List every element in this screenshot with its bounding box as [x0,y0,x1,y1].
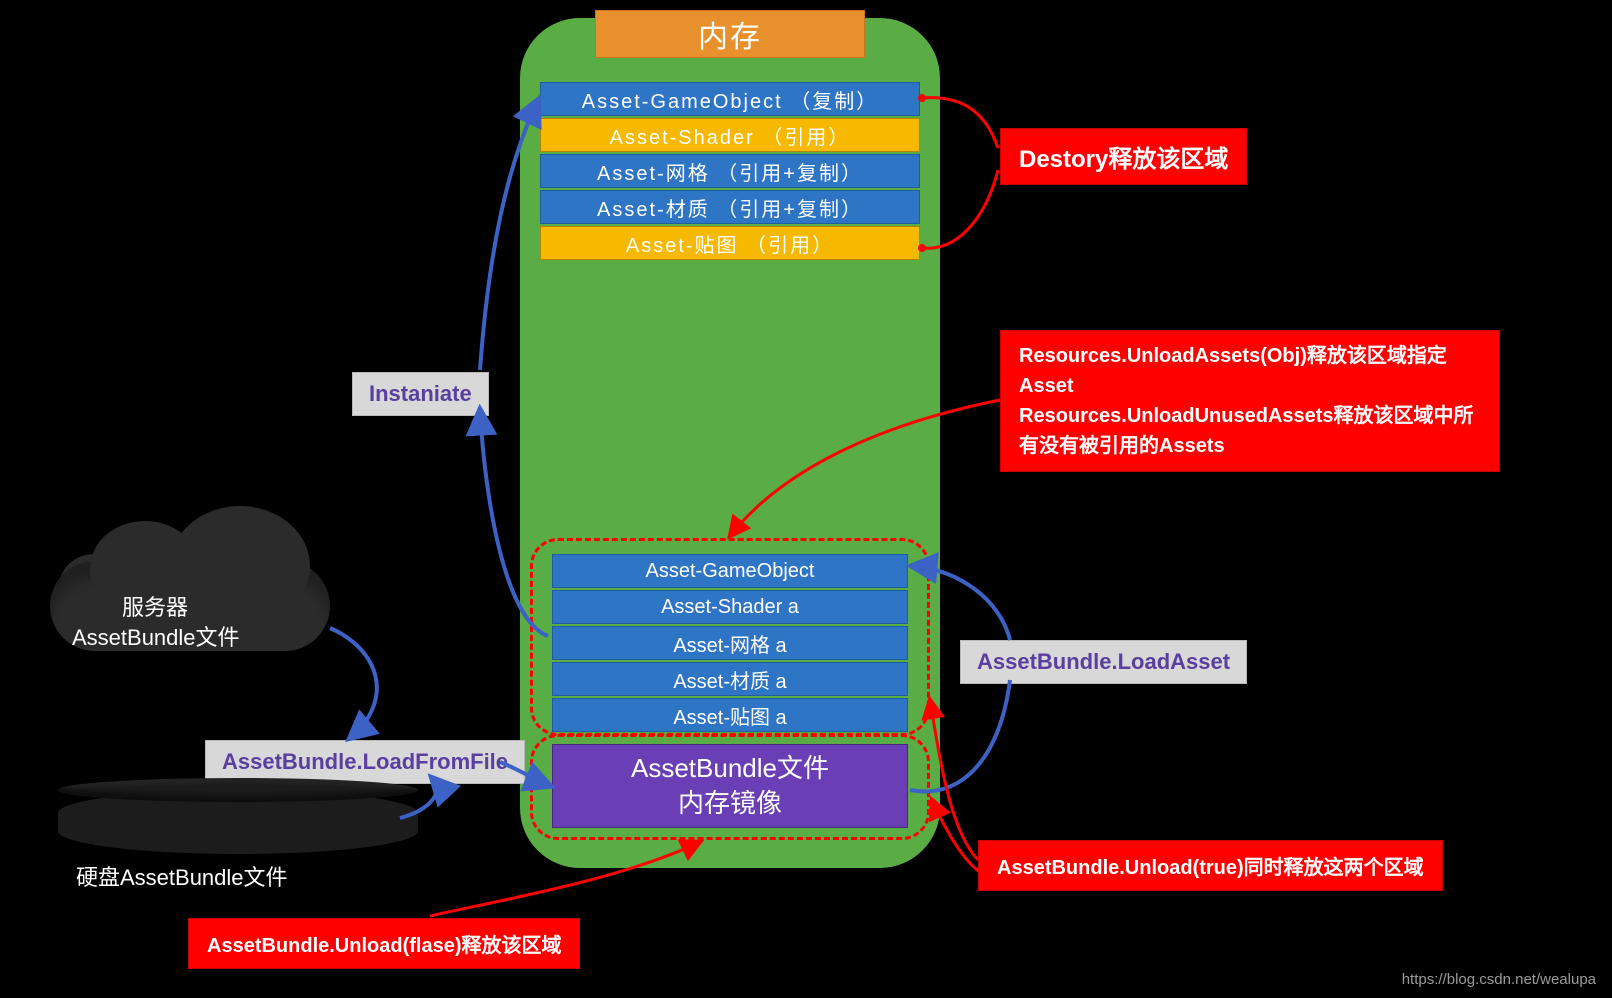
asset-bar: Asset-贴图 a [552,698,908,732]
note-destroy: Destory释放该区域 [1000,128,1247,185]
top-asset-stack: Asset-GameObject （复制） Asset-Shader （引用） … [540,82,920,262]
asset-bar: Asset-材质 a [552,662,908,696]
diagram-stage: 内存 Asset-GameObject （复制） Asset-Shader （引… [0,0,1612,998]
asset-bar: Asset-贴图 （引用） [540,226,920,260]
cloud-label: AssetBundle文件 [72,620,240,652]
note-unload: Resources.UnloadAssets(Obj)释放该区域指定Asset … [1000,330,1500,472]
note-unload-text: Resources.UnloadAssets(Obj)释放该区域指定Asset … [1019,345,1474,457]
note-unload-false: AssetBundle.Unload(flase)释放该区域 [188,918,580,969]
mirror-label: AssetBundle文件 内存镜像 [631,751,829,821]
asset-bar: Asset-网格 （引用+复制） [540,154,920,188]
asset-bar: Asset-Shader （引用） [540,118,920,152]
watermark: https://blog.csdn.net/wealupa [1402,971,1596,988]
asset-bar: Asset-Shader a [552,590,908,624]
note-unload-true: AssetBundle.Unload(true)同时释放这两个区域 [978,840,1443,891]
disk-shape [58,790,418,854]
label-loadasset: AssetBundle.LoadAsset [960,640,1247,684]
disk-label: 硬盘AssetBundle文件 [76,860,288,892]
mid-asset-stack: Asset-GameObject Asset-Shader a Asset-网格… [552,554,908,734]
memory-title: 内存 [595,10,865,58]
asset-bar: Asset-网格 a [552,626,908,660]
cloud-label: 服务器 [122,590,188,622]
label-instantiate: Instaniate [352,372,489,416]
asset-bar: Asset-材质 （引用+复制） [540,190,920,224]
asset-bar: Asset-GameObject （复制） [540,82,920,116]
asset-bar: Asset-GameObject [552,554,908,588]
arrow-server-to-loadfromfile [330,628,377,738]
mirror-block: AssetBundle文件 内存镜像 [552,744,908,828]
